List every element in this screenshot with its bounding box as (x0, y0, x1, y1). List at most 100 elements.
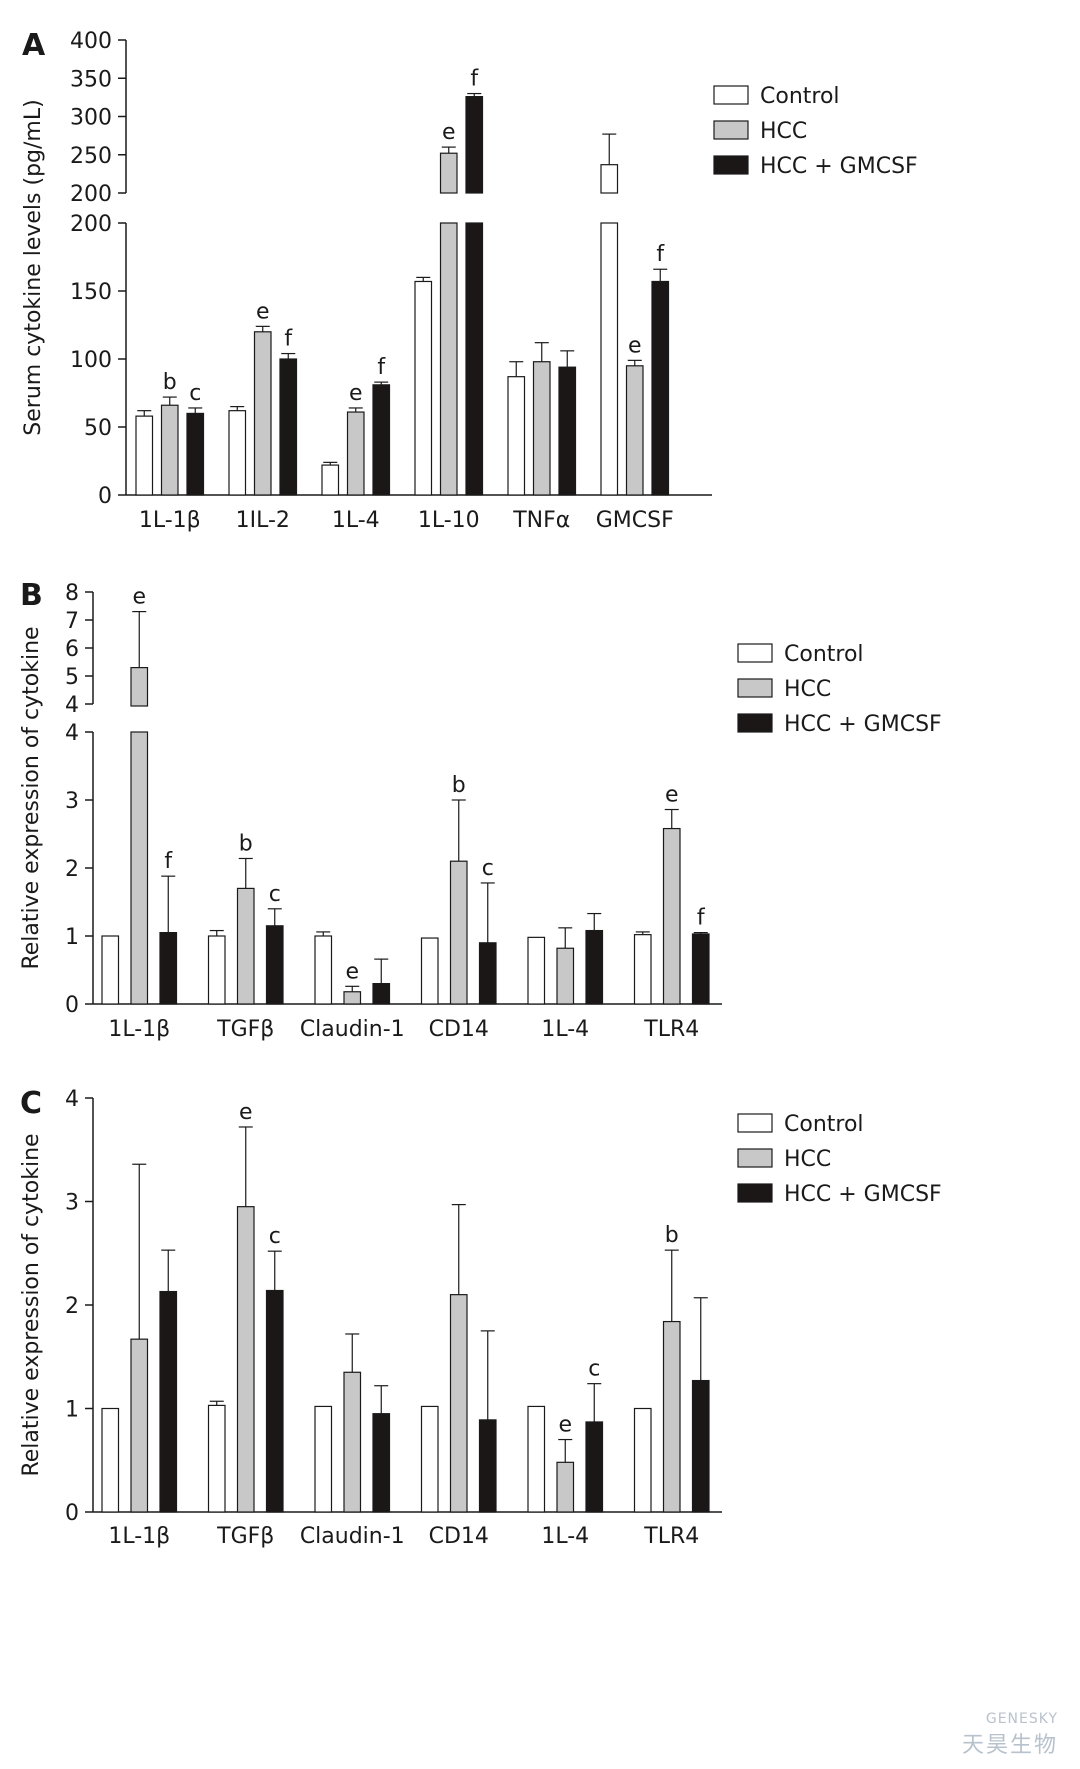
legend-swatch (713, 155, 749, 175)
x-tick-label: CD14 (429, 1524, 489, 1549)
significance-label: e (628, 333, 642, 358)
x-tick-label: 1L-4 (541, 1524, 589, 1549)
x-tick-label: TGFβ (216, 1524, 274, 1549)
panel-c: C Relative expression of cytokine 0 1 2 3 4 1L-… (19, 1086, 942, 1549)
y-tick-label: 350 (70, 67, 112, 92)
bar-hcc-4 (532, 361, 551, 496)
bar-hcc-4 (556, 1461, 575, 1513)
bar-hcc-1 (236, 1206, 255, 1513)
bar-hcc-3-lower (439, 222, 458, 496)
bar-hcc-gmcsf-3 (478, 942, 497, 1005)
y-tick-label: 0 (65, 993, 79, 1018)
y-tick-label: 8 (65, 581, 79, 606)
bar-hcc-0-lower (130, 731, 149, 1005)
bar-control-5-upper (600, 164, 619, 194)
significance-label: c (269, 882, 281, 907)
y-tick-label: 400 (70, 29, 112, 54)
significance-label: c (482, 856, 494, 881)
bar-hcc-gmcsf-2 (372, 384, 391, 496)
y-axis-label: Serum cytokine levels (pg/mL) (21, 99, 46, 435)
bar-control-3 (414, 280, 433, 496)
significance-label: c (588, 1357, 600, 1382)
y-tick-label: 3 (65, 789, 79, 814)
y-tick-label: 7 (65, 609, 79, 634)
bar-control-1 (207, 1404, 226, 1513)
bar-hcc-5 (662, 827, 681, 1005)
significance-label: f (284, 327, 293, 352)
bar-hcc-5 (662, 1320, 681, 1513)
x-tick-label: 1IL-2 (236, 508, 290, 533)
x-tick-label: Claudin-1 (300, 1524, 405, 1549)
bar-hcc-1 (253, 331, 272, 496)
x-tick-label: 1L-10 (418, 508, 480, 533)
bar-hcc-gmcsf-3-upper (465, 96, 484, 194)
bar-hcc-gmcsf-4 (585, 929, 604, 1005)
bar-hcc-2 (343, 1371, 362, 1513)
bar-control-4 (527, 936, 546, 1005)
legend-swatch (737, 1183, 773, 1203)
significance-label: c (269, 1224, 281, 1249)
bar-hcc-gmcsf-0 (159, 931, 178, 1005)
bar-hcc-0 (160, 404, 179, 496)
y-tick-label: 0 (65, 1501, 79, 1526)
legend-swatch (713, 120, 749, 140)
x-tick-label: TLR4 (643, 1017, 699, 1042)
x-tick-label: TNFα (512, 508, 570, 533)
bar-hcc-gmcsf-0 (186, 412, 205, 496)
bar-hcc-gmcsf-1 (265, 1289, 284, 1513)
legend-label: Control (760, 84, 840, 109)
x-tick-label: Claudin-1 (300, 1017, 405, 1042)
watermark: GENESKY 天昊生物 (962, 1711, 1058, 1759)
significance-label: e (665, 783, 679, 808)
bar-control-0 (135, 415, 154, 496)
y-tick-label: 5 (65, 665, 79, 690)
bar-control-0 (101, 1407, 120, 1513)
y-tick-label: 300 (70, 106, 112, 131)
bar-hcc-1 (236, 887, 255, 1005)
bar-control-5 (633, 1407, 652, 1513)
legend-swatch (737, 1148, 773, 1168)
bar-control-2 (314, 1405, 333, 1513)
y-tick-label: 4 (65, 721, 79, 746)
significance-label: b (665, 1223, 679, 1248)
bar-hcc-gmcsf-3 (478, 1419, 497, 1513)
y-tick-label: 4 (65, 1087, 79, 1112)
bar-hcc-2 (346, 411, 365, 496)
x-tick-label: 1L-1β (108, 1524, 170, 1549)
bar-control-4 (527, 1405, 546, 1513)
significance-label: b (452, 773, 466, 798)
bar-control-3 (420, 1405, 439, 1513)
significance-label: b (163, 370, 177, 395)
significance-label: e (132, 585, 146, 610)
significance-label: e (256, 299, 270, 324)
y-tick-label: 100 (70, 348, 112, 373)
bar-hcc-gmcsf-0 (159, 1290, 178, 1513)
bar-control-5-lower (600, 222, 619, 496)
legend-label: HCC + GMCSF (784, 712, 942, 737)
legend-swatch (713, 85, 749, 105)
bar-hcc-gmcsf-5 (691, 1379, 710, 1513)
bar-hcc-gmcsf-4 (585, 1421, 604, 1513)
watermark-latin: GENESKY (985, 1711, 1058, 1727)
legend-label: HCC + GMCSF (784, 1182, 942, 1207)
y-tick-label: 1 (65, 925, 79, 950)
panel-letter: C (20, 1086, 42, 1121)
significance-label: e (349, 381, 363, 406)
bar-hcc-2 (343, 991, 362, 1005)
legend-swatch (737, 1113, 773, 1133)
x-tick-label: 1L-4 (332, 508, 380, 533)
bar-hcc-3 (449, 1294, 468, 1513)
y-axis-label: Relative expression of cytokine (19, 626, 44, 969)
bar-hcc-gmcsf-5 (651, 280, 670, 496)
x-tick-label: 1L-4 (541, 1017, 589, 1042)
x-tick-label: 1L-1β (108, 1017, 170, 1042)
bar-control-4 (507, 376, 526, 496)
significance-label: f (470, 67, 479, 92)
bar-hcc-gmcsf-1 (265, 925, 284, 1005)
legend-swatch (737, 678, 773, 698)
significance-label: f (697, 906, 706, 931)
y-tick-label: 50 (84, 416, 112, 441)
bar-control-5 (633, 934, 652, 1005)
y-tick-label: 200 (70, 212, 112, 237)
